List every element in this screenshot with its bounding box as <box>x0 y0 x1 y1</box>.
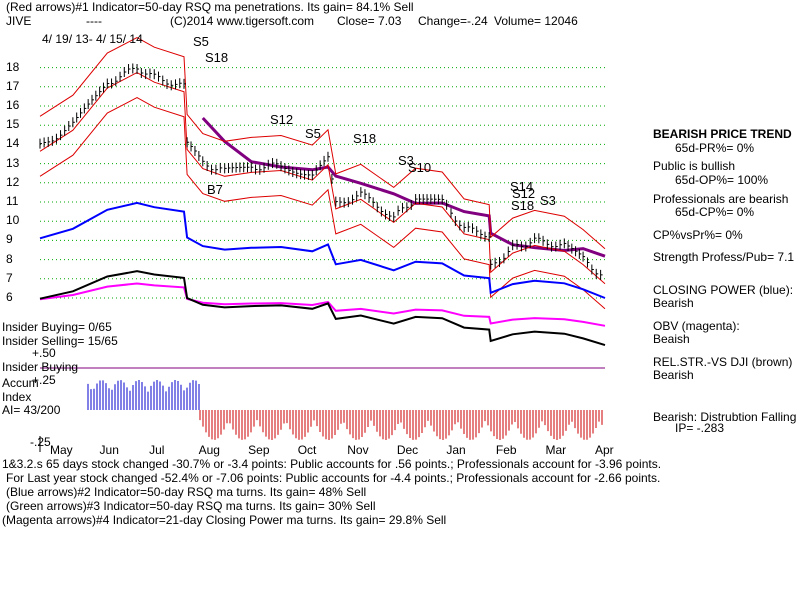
signal-label: S14 <box>510 179 533 194</box>
ip-value: IP= -.283 <box>675 421 725 435</box>
footer-blue-arrows: (Blue arrows)#2 Indicator=50-day RSQ ma … <box>6 485 367 499</box>
signal-label: S12 <box>270 112 293 127</box>
x-tick-label: Apr <box>595 443 614 457</box>
accumulation-histogram <box>87 380 603 440</box>
y-tick-label: 17 <box>6 78 20 93</box>
x-tick-label: Mar <box>545 443 567 457</box>
signal-label: S10 <box>408 160 431 175</box>
obv-line <box>39 282 606 327</box>
volume-value: Volume= 12046 <box>494 14 578 28</box>
y-tick-label: 16 <box>6 98 20 112</box>
relstr-line <box>39 270 606 347</box>
footer-lastyear: For Last year stock changed -52.4% or -7… <box>6 471 661 485</box>
cp-value: 65d-CP%= 0% <box>675 205 755 219</box>
change-value: Change=-.24 <box>418 14 488 28</box>
copyright: (C)2014 www.tigersoft.com <box>170 14 315 28</box>
header-dashes: ---- <box>86 14 102 28</box>
middle-band <box>39 72 606 285</box>
y-tick-label: 11 <box>6 194 19 208</box>
signal-label: S18 <box>511 198 534 213</box>
y-tick-label: 12 <box>6 174 20 189</box>
footer-green-arrows: (Green arrows)#3 Indicator=50-day RSQ ma… <box>6 499 376 513</box>
y-tick-label: 8 <box>6 251 13 266</box>
strength-value: Strength Profess/Pub= 7.1 <box>653 250 795 264</box>
x-tick-label: Aug <box>198 443 220 457</box>
x-tick-label: Sep <box>248 443 270 457</box>
price-bands <box>39 37 606 310</box>
x-tick-label: Dec <box>396 443 419 457</box>
signal-label: S5 <box>305 126 321 141</box>
closing-power-status: Bearish <box>653 296 694 310</box>
moving-average-line <box>201 116 606 258</box>
x-tick-label: Jun <box>99 443 119 457</box>
trend-title: BEARISH PRICE TREND <box>653 127 792 141</box>
x-tick-label: Jul <box>149 443 165 457</box>
x-tick-label: Jan <box>446 443 466 457</box>
ticker-symbol: JIVE <box>6 14 32 28</box>
signal-label: B7 <box>207 182 223 197</box>
ai-value: AI= 43/200 <box>2 403 61 417</box>
close-value: Close= 7.03 <box>337 14 402 28</box>
indicator-lines <box>39 201 606 347</box>
closing-power-label: CLOSING POWER (blue): <box>653 283 794 297</box>
x-tick-label: May <box>50 443 73 457</box>
cpvspr-value: CP%vsPr%= 0% <box>653 228 743 242</box>
y-tick-label: 9 <box>6 232 13 247</box>
date-range: 4/ 19/ 13- 4/ 15/ 14 <box>42 32 143 46</box>
upper-band <box>39 37 606 250</box>
accum-plus50: +.50 <box>32 346 56 360</box>
relstr-label: REL.STR.-VS DJI (brown) <box>653 355 793 369</box>
y-tick-label: 7 <box>6 270 13 285</box>
obv-label: OBV (magenta): <box>653 319 740 333</box>
accum-label: Accum <box>2 376 39 390</box>
signal-label: S18 <box>353 131 376 146</box>
public-status: Public is bullish <box>653 159 736 173</box>
y-tick-label: 10 <box>6 213 20 228</box>
relstr-status: Bearish <box>653 368 694 382</box>
signal-label: S3 <box>398 153 414 168</box>
accum-plus25: +.25 <box>32 373 56 387</box>
signal-label: S5 <box>193 34 209 49</box>
y-tick-label: 13 <box>6 155 20 170</box>
x-tick-label: Oct <box>297 443 317 457</box>
pr-value: 65d-PR%= 0% <box>675 141 755 155</box>
insider-buying-label: Insider Buying <box>2 360 79 374</box>
y-tick-label: 6 <box>6 290 13 304</box>
x-tick-label: Feb <box>495 443 517 457</box>
header-indicator-line: (Red arrows)#1 Indicator=50-day RSQ ma p… <box>6 0 414 14</box>
professionals-status: Professionals are bearish <box>653 192 789 206</box>
gridlines <box>39 67 605 452</box>
y-tick-label: 18 <box>6 59 20 74</box>
price-series <box>39 63 603 280</box>
op-value: 65d-OP%= 100% <box>675 173 769 187</box>
signal-label: S3 <box>540 193 556 208</box>
obv-status: Beaish <box>653 332 690 346</box>
insider-selling-count: Insider Selling= 15/65 <box>2 334 118 348</box>
y-tick-label: 14 <box>6 136 20 151</box>
y-tick-label: 15 <box>6 117 20 132</box>
footer-65day: 1&3.2.s 65 days stock changed -30.7% or … <box>2 457 662 471</box>
signal-label: S18 <box>205 50 228 65</box>
footer-magenta-arrows: (Magenta arrows)#4 Indicator=21-day Clos… <box>2 513 447 527</box>
index-label: Index <box>2 390 32 404</box>
accum-minus25: -.25 <box>30 435 51 449</box>
lower-band <box>39 97 606 310</box>
signal-label: S12 <box>512 186 535 201</box>
distribution-status: Bearish: Distrubtion Falling <box>653 410 797 424</box>
closing-power-line <box>39 201 606 299</box>
x-tick-label: Nov <box>347 443 369 457</box>
insider-buying-count: Insider Buying= 0/65 <box>2 320 112 334</box>
